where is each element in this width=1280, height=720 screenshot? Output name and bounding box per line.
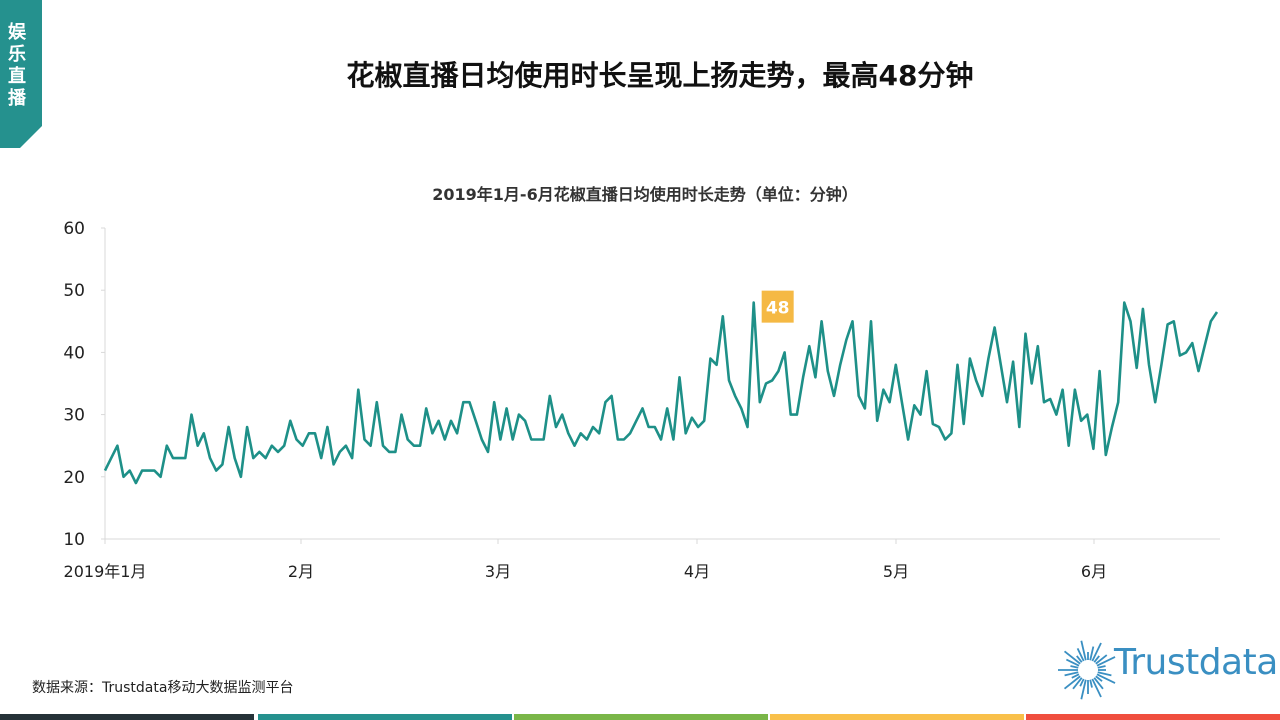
line-chart: 10 20 30 40 50 60 2019年1月 2月 3月 4月 5月 6月 48 bbox=[63, 219, 1220, 581]
y-tick-label: 40 bbox=[63, 343, 85, 363]
footer-bar bbox=[0, 714, 254, 720]
page-title: 花椒直播日均使用时长呈现上扬走势，最高48分钟 bbox=[346, 59, 974, 92]
footer-bar bbox=[258, 714, 512, 720]
footer-bar bbox=[770, 714, 1024, 720]
footer-bar bbox=[1026, 714, 1280, 720]
y-tick-label: 50 bbox=[63, 281, 85, 301]
footer-bar bbox=[514, 714, 768, 720]
logo-text: Trustdata bbox=[1114, 642, 1278, 683]
y-tick-label: 60 bbox=[63, 219, 85, 239]
x-tick-label: 3月 bbox=[485, 562, 511, 581]
y-tick-label: 20 bbox=[63, 468, 85, 488]
y-tick-label: 30 bbox=[63, 406, 85, 426]
data-line bbox=[103, 301, 1219, 485]
x-tick-label: 2月 bbox=[288, 562, 314, 581]
x-tick-label: 2019年1月 bbox=[64, 562, 147, 581]
max-annotation-label: 48 bbox=[766, 299, 790, 319]
chart-title: 2019年1月-6月花椒直播日均使用时长走势（单位：分钟） bbox=[432, 185, 858, 204]
x-tick-label: 4月 bbox=[684, 562, 710, 581]
sunburst-icon bbox=[1058, 640, 1116, 700]
max-annotation-badge bbox=[761, 290, 794, 323]
x-tick-label: 6月 bbox=[1081, 562, 1107, 581]
y-tick-label: 10 bbox=[63, 530, 85, 550]
x-tick-label: 5月 bbox=[883, 562, 909, 581]
trustdata-logo: Trustdata bbox=[1058, 632, 1278, 702]
data-source: 数据来源：Trustdata移动大数据监测平台 bbox=[32, 680, 294, 696]
section-tab: 娱乐直播 bbox=[0, 0, 42, 148]
section-tab-label: 娱乐直播 bbox=[8, 22, 26, 109]
section-tab-shape bbox=[0, 0, 42, 148]
